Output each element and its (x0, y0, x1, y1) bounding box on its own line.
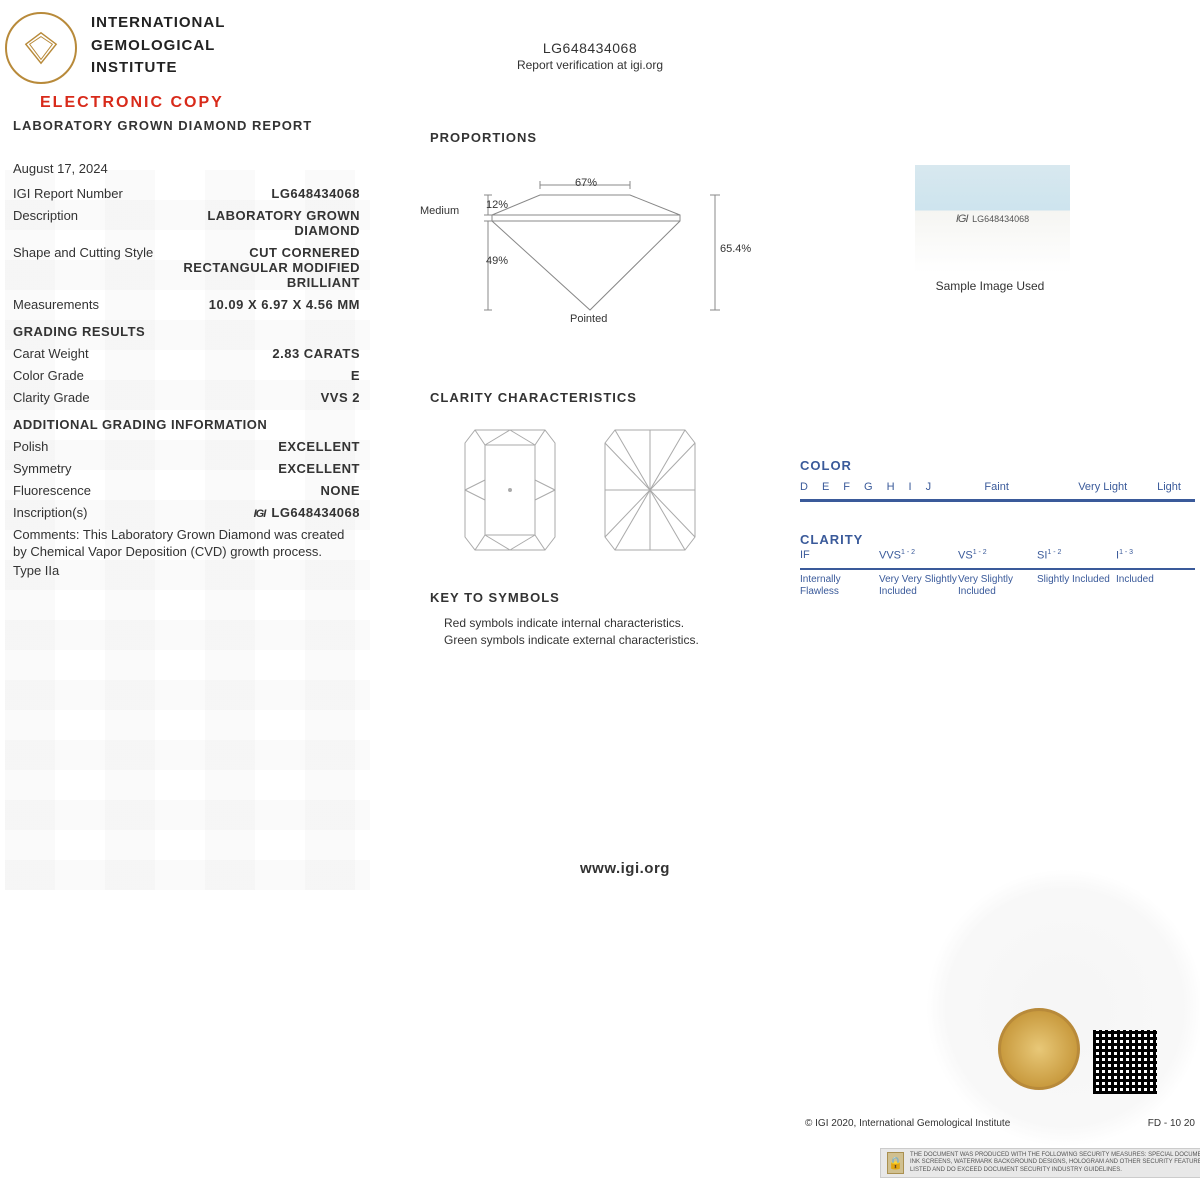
clarity-chars-head: CLARITY CHARACTERISTICS (430, 390, 770, 405)
report-number-top: LG648434068 (430, 40, 750, 56)
proportions-head: PROPORTIONS (430, 130, 770, 145)
field-fluorescence: Fluorescence NONE (13, 483, 360, 498)
value: EXCELLENT (278, 461, 360, 476)
sample-image: IGI LG648434068 (915, 165, 1070, 273)
field-symmetry: Symmetry EXCELLENT (13, 461, 360, 476)
label: Shape and Cutting Style (13, 245, 153, 260)
field-shape: Shape and Cutting Style CUT CORNERED REC… (13, 245, 360, 290)
value: CUT CORNERED RECTANGULAR MODIFIED BRILLI… (160, 245, 360, 290)
comments-text: Comments: This Laboratory Grown Diamond … (13, 527, 360, 561)
value: EXCELLENT (278, 439, 360, 454)
value: E (351, 368, 360, 383)
igi-mark-icon: IGI (956, 213, 968, 225)
label: Inscription(s) (13, 505, 87, 520)
clarity-scale-head: CLARITY (800, 532, 1195, 547)
type-text: Type IIa (13, 563, 360, 578)
label: Clarity Grade (13, 390, 90, 405)
igi-logo-icon (5, 12, 77, 84)
clarity-pavilion-icon (600, 425, 700, 555)
field-report-number: IGI Report Number LG648434068 (13, 186, 360, 201)
top-center-block: LG648434068 Report verification at igi.o… (430, 40, 750, 72)
org-name: INTERNATIONAL GEMOLOGICAL INSTITUTE (91, 12, 225, 80)
qr-code-icon (1093, 1030, 1157, 1094)
label: Symmetry (13, 461, 72, 476)
field-clarity: Clarity Grade VVS 2 (13, 390, 360, 405)
depth-pct: 65.4% (720, 243, 751, 255)
value: LABORATORY GROWN DIAMOND (160, 208, 360, 238)
label: Description (13, 208, 78, 223)
label: Color Grade (13, 368, 84, 383)
report-title: LABORATORY GROWN DIAMOND REPORT (13, 118, 380, 133)
value: IGI LG648434068 (254, 505, 360, 520)
value: NONE (320, 483, 360, 498)
value: VVS 2 (321, 390, 360, 405)
seal-watermark-icon (925, 868, 1200, 1148)
field-polish: Polish EXCELLENT (13, 439, 360, 454)
copyright-line: © IGI 2020, International Gemological In… (805, 1118, 1195, 1129)
value: 10.09 X 6.97 X 4.56 MM (209, 297, 360, 312)
label: Fluorescence (13, 483, 91, 498)
clarity-grades-row: IF VVS1 - 2 VS1 - 2 SI1 - 2 I1 - 3 (800, 547, 1195, 564)
sample-caption: Sample Image Used (860, 279, 1120, 293)
table-pct: 67% (575, 177, 597, 189)
electronic-copy-label: ELECTRONIC COPY (40, 94, 380, 112)
key-text: Red symbols indicate internal characteri… (444, 615, 770, 649)
field-inscription: Inscription(s) IGI LG648434068 (13, 505, 360, 520)
grading-results-head: GRADING RESULTS (13, 324, 360, 339)
clarity-crown-icon (460, 425, 560, 555)
color-scale-head: COLOR (800, 458, 1195, 473)
security-strip: 🔒 THE DOCUMENT WAS PRODUCED WITH THE FOL… (880, 1148, 1200, 1178)
field-description: Description LABORATORY GROWN DIAMOND (13, 208, 360, 238)
clarity-diagrams (460, 425, 770, 555)
label: Measurements (13, 297, 99, 312)
pavilion-pct: 49% (486, 255, 508, 267)
igi-mark-icon: IGI (254, 508, 266, 520)
value: 2.83 CARATS (272, 346, 360, 361)
proportions-diagram: 67% 12% 49% 65.4% Medium Pointed (430, 155, 760, 330)
field-measurements: Measurements 10.09 X 6.97 X 4.56 MM (13, 297, 360, 312)
culet-label: Pointed (570, 313, 607, 325)
label: Carat Weight (13, 346, 89, 361)
girdle-label: Medium (420, 205, 459, 217)
field-carat: Carat Weight 2.83 CARATS (13, 346, 360, 361)
clarity-desc-row: Internally Flawless Very Very Slightly I… (800, 568, 1195, 598)
gold-seal-icon (998, 1008, 1080, 1090)
lock-icon: 🔒 (887, 1152, 904, 1174)
label: Polish (13, 439, 48, 454)
report-header: INTERNATIONAL GEMOLOGICAL INSTITUTE (0, 0, 380, 84)
additional-info-head: ADDITIONAL GRADING INFORMATION (13, 417, 360, 432)
key-symbols-head: KEY TO SYMBOLS (430, 590, 770, 605)
crown-pct: 12% (486, 199, 508, 211)
field-color: Color Grade E (13, 368, 360, 383)
report-date: August 17, 2024 (13, 161, 360, 176)
website-url: www.igi.org (500, 860, 750, 877)
verify-line: Report verification at igi.org (430, 58, 750, 72)
value: LG648434068 (271, 186, 360, 201)
label: IGI Report Number (13, 186, 123, 201)
color-scale-row: D E F G H I J Faint Very Light Light (800, 477, 1195, 502)
